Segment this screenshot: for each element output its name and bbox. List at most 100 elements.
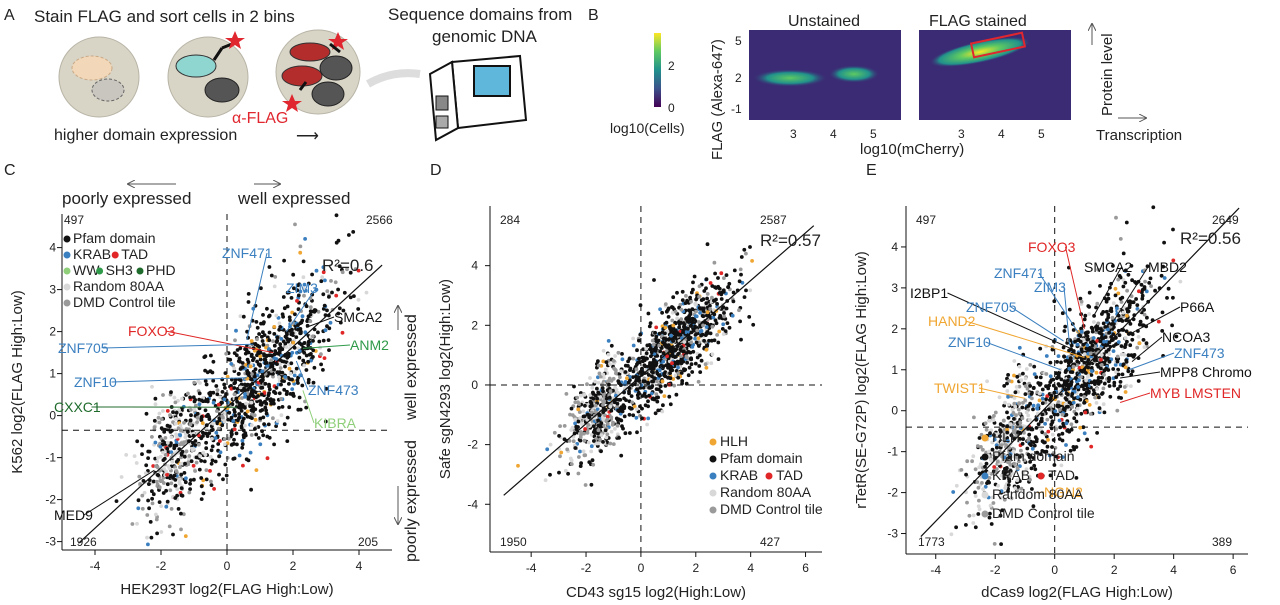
data-point xyxy=(628,431,632,435)
data-point xyxy=(604,396,609,401)
data-point xyxy=(1075,406,1080,411)
data-point xyxy=(1060,431,1065,436)
data-point xyxy=(613,367,618,372)
data-point xyxy=(333,280,338,285)
data-point xyxy=(1103,335,1108,339)
annotation-leader xyxy=(1119,392,1151,403)
data-point xyxy=(327,326,332,331)
annotation-label: CXXC1 xyxy=(54,399,101,415)
data-point xyxy=(1107,352,1111,356)
data-point xyxy=(740,280,745,285)
data-point xyxy=(1006,439,1010,443)
data-point xyxy=(209,428,214,433)
data-point xyxy=(196,442,201,447)
data-point xyxy=(1021,401,1025,405)
data-point xyxy=(1136,379,1141,383)
data-point xyxy=(1072,416,1077,421)
data-point xyxy=(1060,455,1065,459)
data-point xyxy=(280,312,285,317)
data-point xyxy=(1102,372,1106,377)
data-point xyxy=(1114,370,1118,374)
data-point xyxy=(279,397,283,401)
data-point xyxy=(305,319,310,323)
data-point xyxy=(1139,282,1144,287)
data-point xyxy=(967,513,972,518)
data-point xyxy=(261,343,266,347)
data-point xyxy=(243,433,248,438)
data-point xyxy=(258,357,263,362)
data-point xyxy=(1007,455,1011,460)
data-point xyxy=(304,405,309,410)
data-point xyxy=(1014,385,1019,389)
data-point xyxy=(691,349,696,354)
data-point xyxy=(178,423,183,428)
data-point xyxy=(1029,392,1034,396)
data-point xyxy=(676,351,681,356)
data-point xyxy=(1024,367,1029,371)
data-point xyxy=(557,470,561,475)
fit-line xyxy=(503,225,815,496)
data-point xyxy=(1000,508,1005,513)
data-point xyxy=(258,354,263,359)
panel-a-title: Stain FLAG and sort cells in 2 bins xyxy=(34,7,295,26)
data-point xyxy=(720,327,725,331)
data-point xyxy=(1011,411,1016,415)
data-point xyxy=(301,259,306,264)
data-point xyxy=(1067,348,1071,353)
data-point xyxy=(1008,422,1013,426)
data-point xyxy=(1087,312,1091,316)
x-tick-label: 4 xyxy=(356,559,363,573)
data-point xyxy=(731,290,736,295)
data-point xyxy=(257,332,261,336)
data-point xyxy=(171,475,175,480)
data-point xyxy=(619,405,624,410)
data-point xyxy=(155,459,160,464)
data-point xyxy=(319,362,323,367)
annotation-leader xyxy=(1036,491,1045,494)
data-point xyxy=(249,339,254,343)
data-point xyxy=(641,347,646,352)
data-point xyxy=(987,515,992,520)
data-point xyxy=(979,445,983,449)
data-point xyxy=(981,447,985,452)
legend-marker xyxy=(981,491,989,499)
x-tick-label: -4 xyxy=(526,561,537,575)
data-point xyxy=(238,359,242,364)
data-point xyxy=(232,427,237,432)
data-point xyxy=(680,381,684,386)
data-point xyxy=(661,364,665,369)
data-point xyxy=(1079,329,1084,334)
panel-b-xtick: 4 xyxy=(998,127,1005,141)
y-tick-label: 2 xyxy=(471,318,478,332)
annotation-label: ZNF705 xyxy=(966,299,1017,315)
data-point xyxy=(149,535,154,540)
data-point xyxy=(282,422,287,427)
data-point xyxy=(983,421,988,426)
data-point xyxy=(630,400,635,405)
data-point xyxy=(172,395,177,400)
data-point xyxy=(601,372,606,377)
data-point xyxy=(222,382,227,387)
data-point xyxy=(233,377,238,382)
data-point xyxy=(284,330,289,335)
data-point xyxy=(1125,309,1130,314)
data-point xyxy=(997,395,1002,400)
data-point xyxy=(1075,359,1080,364)
data-point xyxy=(279,413,284,418)
data-point xyxy=(669,348,673,353)
data-point xyxy=(265,364,270,368)
data-point xyxy=(1028,477,1032,482)
data-point xyxy=(267,314,271,319)
data-point xyxy=(223,371,228,375)
data-point xyxy=(671,295,676,300)
data-point xyxy=(712,338,717,343)
data-point xyxy=(1064,412,1069,417)
data-point xyxy=(629,394,634,398)
data-point xyxy=(651,370,655,375)
data-point xyxy=(971,521,976,525)
data-point xyxy=(232,408,237,412)
data-point xyxy=(1123,268,1128,273)
sort-gate xyxy=(969,31,1027,59)
data-point xyxy=(298,289,303,294)
data-point xyxy=(140,493,145,498)
